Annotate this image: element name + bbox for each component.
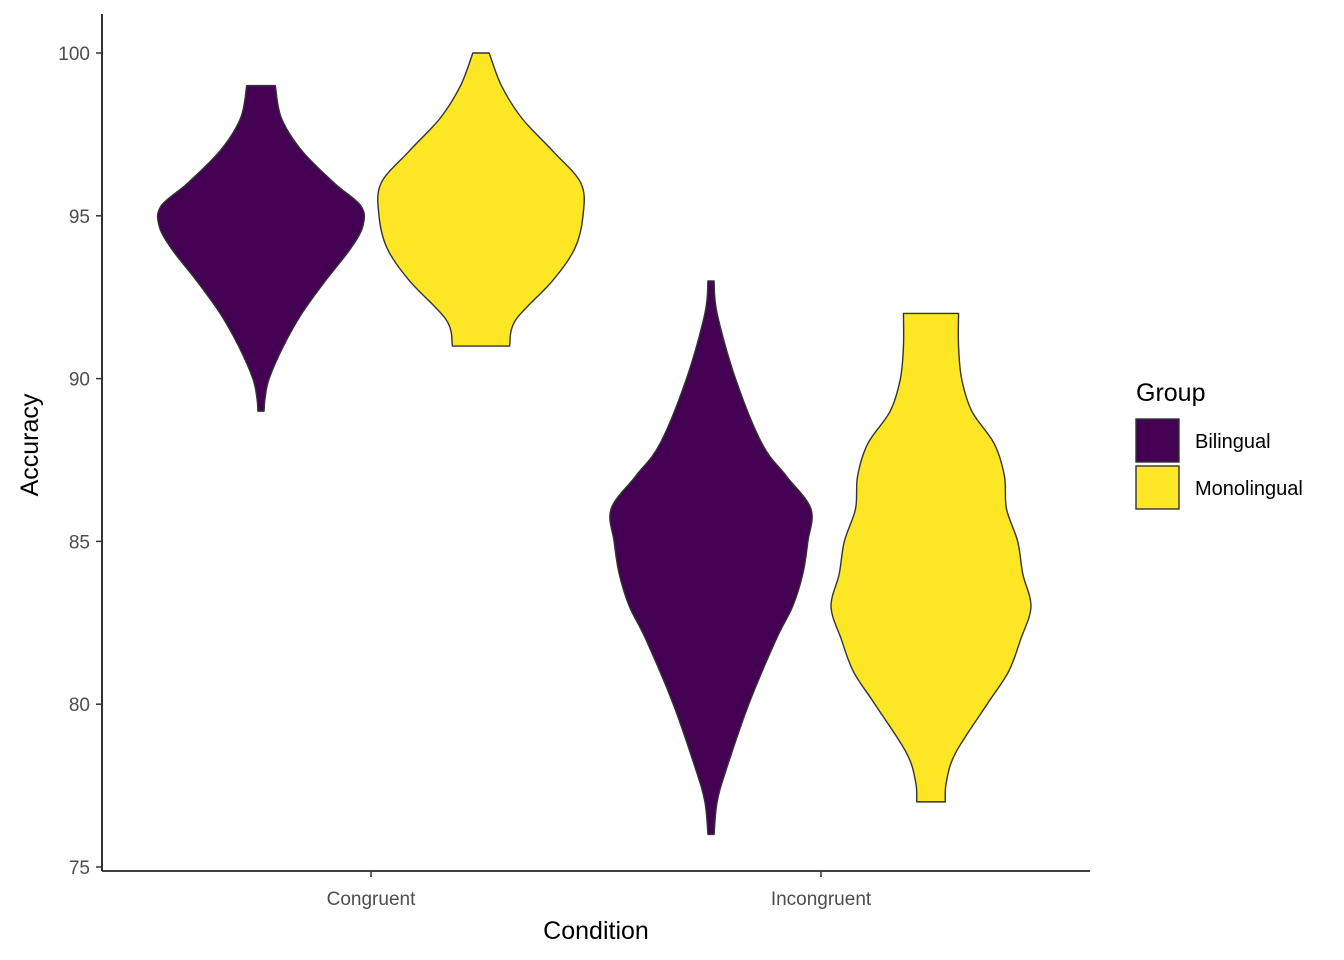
x-tick-label: Congruent xyxy=(327,889,416,910)
legend-key-monolingual xyxy=(1135,465,1180,510)
y-tick-label: 90 xyxy=(69,370,90,391)
y-tick-label: 75 xyxy=(69,858,90,879)
y-tick-label: 95 xyxy=(69,207,90,228)
violin-bilingual-congruent xyxy=(156,84,366,412)
legend-label-bilingual: Bilingual xyxy=(1195,431,1271,453)
x-tick-label: Incongruent xyxy=(771,889,872,910)
y-tick-label: 100 xyxy=(58,44,90,65)
y-axis-title: Accuracy xyxy=(16,393,44,496)
legend: Group Bilingual Monolingual xyxy=(1135,379,1303,510)
legend-key-bilingual xyxy=(1135,418,1180,463)
legend-title: Group xyxy=(1136,379,1205,407)
legend-label-monolingual: Monolingual xyxy=(1195,478,1303,500)
x-axis-title: Condition xyxy=(543,917,649,945)
y-axis-ticks: 75 80 85 90 95 100 xyxy=(58,44,102,879)
x-axis-ticks: Congruent Incongruent xyxy=(327,871,872,910)
y-tick-label: 80 xyxy=(69,695,90,716)
violin-monolingual-congruent xyxy=(377,52,585,347)
y-tick-label: 85 xyxy=(69,532,90,553)
violin-monolingual-incongruent xyxy=(830,312,1032,803)
plot-area xyxy=(156,52,1032,836)
violin-bilingual-incongruent xyxy=(609,280,813,836)
